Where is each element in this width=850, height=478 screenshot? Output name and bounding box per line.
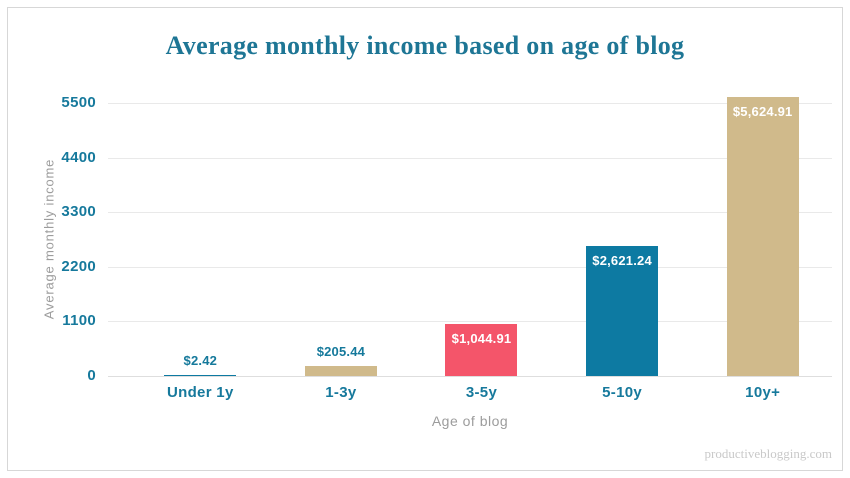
bar [304,365,377,376]
gridline-0 [108,376,832,377]
y-tick-label-3300: 3300 [61,203,96,221]
bar-column-5-10y: $2,621.24 5-10y [552,0,693,478]
y-tick-label-2200: 2200 [61,257,96,275]
x-axis-title: Age of blog [431,413,509,429]
bar-value-label: $2,621.24 [592,252,652,268]
bar-value-label: $5,624.91 [732,103,793,119]
y-tick-label-5500: 5500 [61,94,96,111]
y-tick-label-0: 0 [87,367,96,384]
y-tick-label-1100: 1100 [62,312,96,330]
y-axis-title: Average monthly income [41,158,57,320]
x-tick-label: Under 1y [167,384,234,401]
bar [445,324,518,376]
bar-value-label: $2.42 [183,353,218,368]
gridline-5500 [108,103,832,104]
bar [586,245,659,376]
gridline-2200 [108,266,832,268]
x-tick-label: 10y+ [745,384,781,401]
bar [726,96,799,376]
x-tick-label: 3-5y [465,384,498,401]
gridline-1100 [108,321,832,323]
bar-column-under-1y: $2.42 Under 1y [130,0,271,478]
gridline-4400 [108,157,832,159]
x-tick-label: 5-10y [602,384,643,401]
bar-value-label: $1,044.91 [451,331,512,347]
chart-title: Average monthly income based on age of b… [165,31,685,60]
bar-column-3-5y: $1,044.91 3-5y [411,0,552,478]
y-tick-label-4400: 4400 [61,148,96,166]
gridline-3300 [108,212,832,214]
bar-column-1-3y: $205.44 1-3y [271,0,412,478]
x-tick-label: 1-3y [325,384,357,401]
watermark-text: productiveblogging.com [704,446,832,461]
bar-value-label: $205.44 [316,343,366,359]
bar [164,375,237,376]
bars-container: $2.42 Under 1y $205.44 1-3y $1,044.91 3-5y $2,… [130,0,833,478]
bar-column-10y-: $5,624.91 10y+ [692,0,833,478]
